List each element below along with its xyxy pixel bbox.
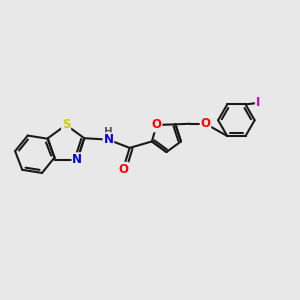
Text: O: O (118, 163, 128, 176)
Text: I: I (256, 96, 260, 110)
Text: N: N (103, 133, 113, 146)
Text: O: O (152, 118, 162, 131)
Text: S: S (62, 118, 70, 131)
Text: O: O (200, 117, 211, 130)
Text: H: H (104, 127, 113, 137)
Text: N: N (72, 153, 82, 166)
